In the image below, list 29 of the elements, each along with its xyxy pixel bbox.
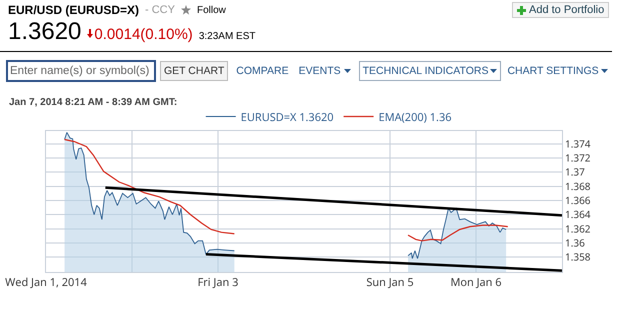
text: TECHNICAL INDICATORS xyxy=(362,65,488,77)
text: 3:23AM EST xyxy=(198,31,256,42)
chart-title: EUR/USD (EURUSD=X) xyxy=(8,3,140,17)
text: CHART SETTINGS xyxy=(507,65,599,77)
legend-label: EMA(200) 1.36 xyxy=(378,110,452,125)
y-tick-label: 1.366 xyxy=(565,192,591,207)
text: - CCY xyxy=(145,4,175,16)
text: Jan 7, 2014 8:21 AM - 8:39 AM GMT: xyxy=(9,97,178,108)
y-tick-label: 1.358 xyxy=(565,250,591,264)
y-tick-label: 1.362 xyxy=(565,221,591,236)
text: COMPARE xyxy=(236,65,289,77)
text: 0.0014(0.10%) xyxy=(94,26,193,43)
x-tick-label: Fri Jan 3 xyxy=(198,275,238,290)
text: Add to Portfolio xyxy=(529,4,604,16)
text: Enter name(s) or symbol(s) xyxy=(6,60,156,82)
y-tick-label: 1.374 xyxy=(565,136,591,150)
y-tick-label: 1.368 xyxy=(565,178,591,193)
text: 1.3620 xyxy=(8,18,82,46)
text: GET CHART xyxy=(160,61,228,81)
text: EVENTS xyxy=(298,65,341,77)
x-tick-label: Wed Jan 1, 2014 xyxy=(5,275,88,290)
text: Follow xyxy=(196,4,226,16)
x-tick-label: Sun Jan 5 xyxy=(366,275,414,290)
x-tick-label: Mon Jan 6 xyxy=(450,275,502,290)
legend-label: EURUSD=X 1.3620 xyxy=(240,110,334,125)
y-tick-label: 1.36 xyxy=(565,235,586,250)
y-tick-label: 1.372 xyxy=(565,150,591,164)
y-tick-label: 1.37 xyxy=(565,164,586,179)
y-tick-label: 1.364 xyxy=(565,207,591,222)
